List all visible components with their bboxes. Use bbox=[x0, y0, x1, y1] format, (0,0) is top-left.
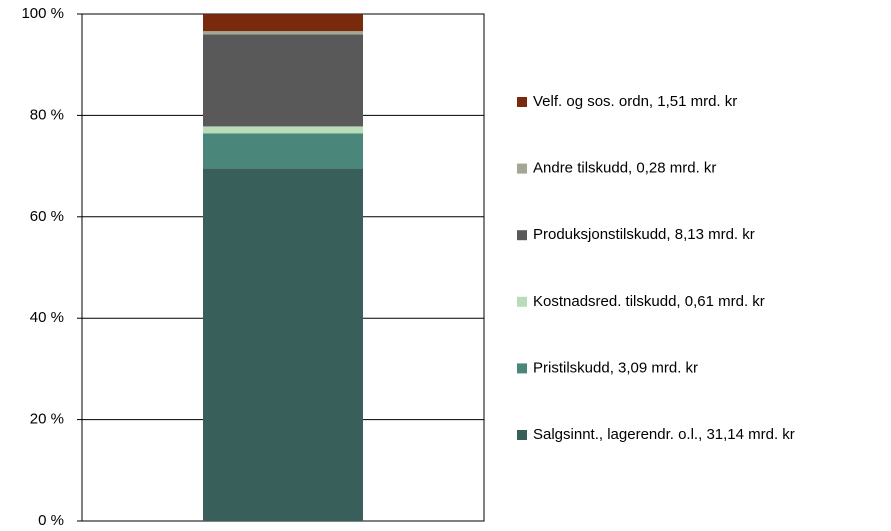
bar-segment bbox=[203, 126, 363, 134]
y-tick-label: 100 % bbox=[21, 5, 64, 22]
bar-segment bbox=[203, 31, 363, 35]
legend-swatch bbox=[517, 97, 527, 107]
legend-label: Pristilskudd, 3,09 mrd. kr bbox=[533, 359, 698, 376]
bar-segment bbox=[203, 34, 363, 127]
legend-swatch bbox=[517, 163, 527, 174]
bar-segment bbox=[203, 168, 363, 522]
legend-swatch bbox=[517, 296, 527, 307]
legend-swatch bbox=[517, 230, 527, 241]
y-tick-label: 80 % bbox=[30, 106, 64, 123]
legend-label: Kostnadsred. tilskudd, 0,61 mrd. kr bbox=[533, 293, 765, 310]
bar-segment bbox=[203, 14, 363, 32]
legend-label: Andre tilskudd, 0,28 mrd. kr bbox=[533, 160, 716, 177]
y-tick-label: 20 % bbox=[30, 411, 64, 428]
legend-swatch bbox=[517, 430, 527, 440]
legend-label: Salgsinnt., lagerendr. o.l., 31,14 mrd. … bbox=[533, 426, 795, 443]
bar-segment bbox=[203, 133, 363, 169]
y-tick-label: 0 % bbox=[38, 512, 64, 529]
legend-swatch bbox=[517, 363, 527, 374]
legend-label: Velf. og sos. ordn, 1,51 mrd. kr bbox=[533, 93, 737, 110]
y-tick-label: 60 % bbox=[30, 208, 64, 225]
legend-label: Produksjonstilskudd, 8,13 mrd. kr bbox=[533, 226, 755, 243]
y-tick-label: 40 % bbox=[30, 309, 64, 326]
